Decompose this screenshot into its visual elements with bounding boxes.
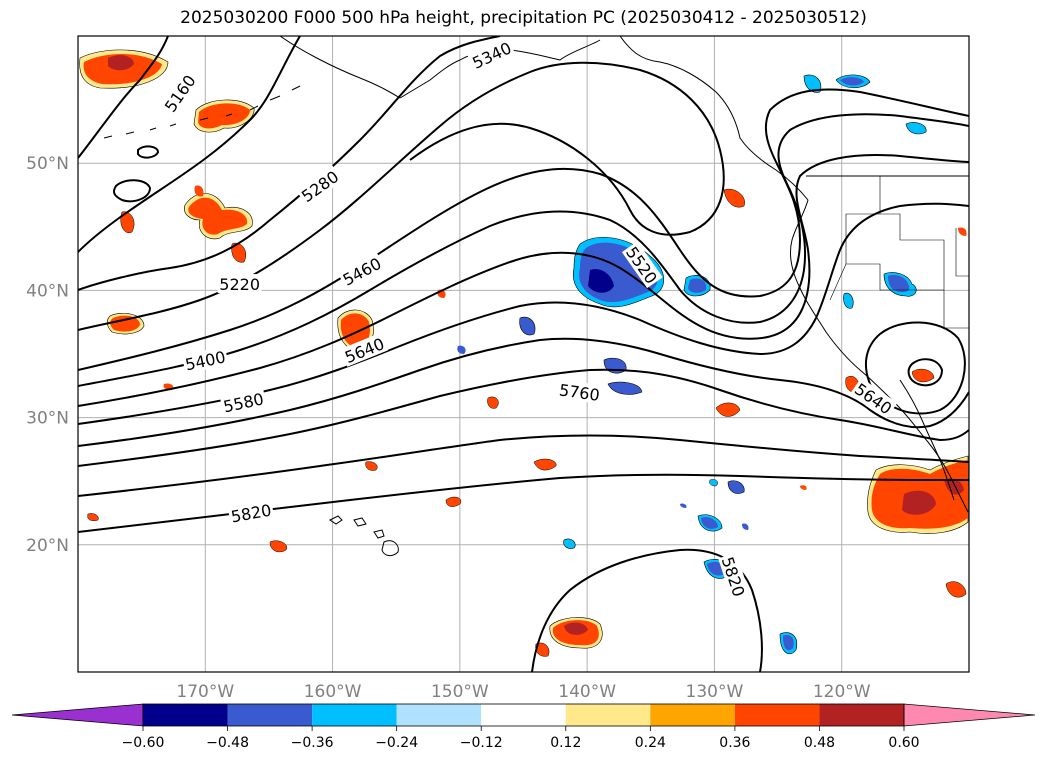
contour-5160 [78, 36, 169, 159]
precip-positive-south [549, 617, 603, 649]
precip-positive-3 [120, 185, 253, 263]
contour-label-bg [718, 552, 750, 601]
colorbar-tick-label: −0.48 [206, 735, 249, 751]
lat-label: 40°N [26, 281, 69, 301]
contour-label: 5760 [556, 379, 603, 405]
colorbar-segment [396, 704, 482, 726]
colorbar-tick-label: 0.48 [804, 735, 835, 751]
colorbar-tick-label: 0.60 [888, 735, 919, 751]
contour-5340 [78, 61, 725, 331]
contour-label: 5160 [159, 69, 200, 117]
contour-5820-south [531, 548, 763, 672]
precip-negative-small [457, 74, 927, 655]
precip-positive-nw-2 [193, 99, 255, 133]
contour-5640-loop [864, 321, 966, 415]
contour-label-text: 5340 [469, 38, 514, 72]
contour-label-bg [159, 69, 200, 117]
contour-label-bg [217, 274, 262, 294]
colorbar-tick-label: 0.12 [550, 735, 581, 751]
contour-5460 [78, 113, 969, 387]
contour-5820 [78, 473, 969, 533]
map-frame [77, 35, 970, 673]
lon-label: 120°W [813, 682, 871, 702]
colorbar-outline [142, 703, 905, 727]
contour-label: 5220 [217, 274, 262, 294]
contour-label: 5400 [181, 346, 229, 374]
north-america-coast [789, 199, 969, 513]
contour-5520 [78, 153, 969, 407]
colorbar-segment [227, 704, 313, 726]
contour-5640 [78, 337, 969, 447]
lon-label: 130°W [686, 682, 744, 702]
colorbar-tick-label: 0.36 [719, 735, 750, 751]
aleutian-islands [103, 85, 301, 139]
state-borders [829, 176, 969, 329]
colorbar-segment [734, 704, 820, 726]
colorbar-tick-label: −0.12 [460, 735, 503, 751]
contour-5160-loop-b [137, 145, 160, 159]
map-title: 2025030200 F000 500 hPa height, precipit… [180, 8, 867, 28]
contour-label-text: 5820 [229, 501, 272, 527]
contour-label-bg [219, 387, 267, 416]
lon-label: 140°W [558, 682, 616, 702]
axis-labels: 170°W 160°W 150°W 140°W 130°W 120°W 50°N 40°N 30… [26, 154, 871, 702]
contour-label-bg [181, 346, 229, 374]
contour-label-text: 5220 [219, 275, 260, 294]
precip-positive-se [867, 455, 969, 534]
hawaii-islands [329, 515, 399, 557]
colorbar: −0.60 −0.48 −0.36 −0.24 −0.12 0.12 0.24 0.36 0.4… [11, 703, 1036, 751]
colorbar-extend-high [903, 703, 1036, 727]
contour-label-bg [296, 165, 344, 207]
height-contours [78, 36, 969, 672]
contour-label-bg [337, 252, 386, 290]
contour-label: 5820 [227, 499, 275, 527]
contour-5580 [78, 202, 969, 425]
contour-label: 5280 [296, 165, 344, 207]
contour-label-text: 5400 [184, 347, 228, 374]
alaska-coast [279, 36, 809, 201]
contour-5700 [78, 368, 969, 467]
lon-label: 170°W [176, 682, 234, 702]
colorbar-segment [565, 704, 651, 726]
colorbar-segment [481, 704, 566, 726]
colorbar-tick-label: −0.24 [375, 735, 418, 751]
colorbar-segment [143, 704, 228, 726]
colorbar-segment [312, 704, 397, 726]
contour-label-text: 5580 [222, 389, 266, 416]
contour-5400 [78, 88, 969, 371]
contour-label-bg [340, 332, 389, 367]
contour-label-bg [556, 379, 603, 405]
lat-label: 20°N [26, 536, 69, 556]
colorbar-tick-label: −0.60 [122, 735, 165, 751]
lat-label: 30°N [26, 409, 69, 429]
precipitation-shading [79, 49, 969, 657]
contour-label-bg [467, 36, 516, 73]
lon-label: 160°W [304, 682, 362, 702]
contour-label-bg [621, 241, 663, 289]
contour-label-bg [227, 499, 275, 526]
precip-positive-nw-1 [79, 49, 169, 89]
colorbar-segment [819, 704, 904, 726]
lon-label: 150°W [431, 682, 489, 702]
contour-label-bg [850, 377, 898, 419]
precip-positive-small [87, 188, 967, 657]
contour-5160-loop-a [113, 179, 152, 203]
colorbar-tick-label: 0.24 [635, 735, 666, 751]
colorbar-extend-low [11, 703, 144, 727]
contour-5640-inner [907, 358, 944, 387]
contour-label: 5580 [219, 387, 267, 416]
contour-5220 [78, 36, 301, 253]
colorbar-segment [650, 704, 735, 726]
colorbar-tick-label: −0.36 [291, 735, 334, 751]
contour-5760 [78, 434, 969, 497]
contour-label-text: 5760 [558, 380, 601, 404]
lat-label: 50°N [26, 154, 69, 174]
